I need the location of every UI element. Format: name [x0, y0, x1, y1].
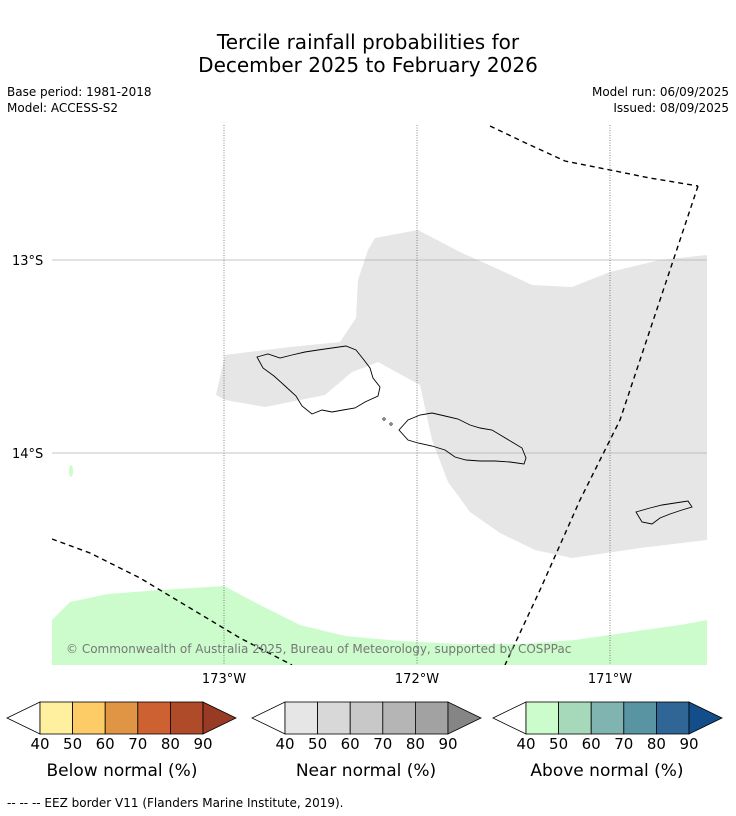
issued-date: Issued: 08/09/2025 — [613, 101, 729, 115]
colorbar-2-cell-4 — [656, 701, 690, 735]
upolu-island — [398, 412, 527, 465]
colorbar-2-tick-90: 90 — [679, 735, 699, 753]
eez-footer-note: -- -- -- EEZ border V11 (Flanders Marine… — [7, 796, 344, 810]
colorbar-2-label: Above normal (%) — [530, 761, 684, 781]
lon-label-171w: 171°W — [588, 672, 632, 687]
colorbar-0-tick-70: 70 — [128, 735, 148, 753]
copyright-text: © Commonwealth of Australia 2025, Bureau… — [66, 642, 571, 656]
islet-2 — [389, 422, 393, 426]
colorbar-2-low-extend — [492, 701, 527, 735]
meta-right: Model run: 06/09/2025 Issued: 08/09/2025 — [592, 84, 729, 116]
base-period: Base period: 1981-2018 — [7, 85, 152, 99]
colorbar-0-cell-4 — [169, 701, 204, 735]
colorbar-1-tick-80: 80 — [405, 735, 425, 753]
colorbar-2-tick-70: 70 — [614, 735, 634, 753]
colorbar-2-tick-60: 60 — [581, 735, 601, 753]
small-above-normal-patch — [69, 465, 73, 477]
colorbar-1-cell-1 — [317, 701, 351, 735]
colorbar-0-label: Below normal (%) — [46, 761, 198, 781]
colorbar-0-tick-60: 60 — [95, 735, 115, 753]
colorbar-1-low-extend — [251, 701, 286, 735]
colorbar-2-high-extend — [688, 701, 723, 735]
lon-label-173w: 173°W — [202, 672, 246, 687]
colorbar-1-tick-90: 90 — [438, 735, 458, 753]
savaii-island — [256, 345, 381, 415]
colorbar-2-tick-50: 50 — [549, 735, 569, 753]
colorbar-2-tick-40: 40 — [516, 735, 536, 753]
colorbar-1-cell-3 — [382, 701, 416, 735]
lat-label-13s: 13°S — [12, 254, 43, 269]
colorbar-1-tick-70: 70 — [373, 735, 393, 753]
colorbar-1-cell-0 — [284, 701, 318, 735]
above-normal-region — [52, 586, 707, 665]
meta-left: Base period: 1981-2018 Model: ACCESS-S2 — [7, 84, 152, 116]
model-run: Model run: 06/09/2025 — [591, 85, 729, 99]
tutuila-island — [635, 500, 693, 525]
title-line-1: Tercile rainfall probabilities for — [216, 30, 520, 54]
title-line-2: December 2025 to February 2026 — [198, 53, 538, 77]
colorbar-0-tick-90: 90 — [193, 735, 213, 753]
eez-border-north — [489, 125, 699, 187]
map-title: Tercile rainfall probabilities for Decem… — [0, 31, 736, 77]
colorbar-1-high-extend — [447, 701, 482, 735]
colorbar-1-tick-50: 50 — [308, 735, 328, 753]
lon-label-172w: 172°W — [395, 672, 439, 687]
colorbar-2-cell-2 — [590, 701, 625, 735]
colorbar-0-tick-40: 40 — [30, 735, 50, 753]
colorbar-0-cell-3 — [137, 701, 171, 735]
colorbar-0-tick-50: 50 — [63, 735, 83, 753]
colorbar-0-cell-0 — [39, 701, 73, 735]
colorbar-0-tick-80: 80 — [160, 735, 180, 753]
lat-label-14s: 14°S — [12, 447, 43, 462]
colorbar-1-cell-2 — [349, 701, 384, 735]
model-name: Model: ACCESS-S2 — [7, 101, 119, 115]
colorbar-2-cell-1 — [558, 701, 592, 735]
colorbar-2-cell-3 — [623, 701, 657, 735]
colorbar-2-tick-80: 80 — [646, 735, 666, 753]
colorbar-1-tick-60: 60 — [340, 735, 360, 753]
colorbar-0-high-extend — [202, 701, 237, 735]
colorbar-1-cell-4 — [414, 701, 449, 735]
colorbar-0-low-extend — [6, 701, 41, 735]
colorbar-1-tick-40: 40 — [275, 735, 295, 753]
eez-border-east — [504, 185, 699, 665]
colorbar-1-label: Near normal (%) — [295, 761, 437, 781]
colorbar-0-cell-2 — [104, 701, 139, 735]
islet-1 — [382, 417, 386, 421]
near-normal-region — [216, 230, 707, 558]
colorbar-2-cell-0 — [525, 701, 559, 735]
colorbars — [6, 701, 723, 735]
colorbar-0-cell-1 — [72, 701, 106, 735]
